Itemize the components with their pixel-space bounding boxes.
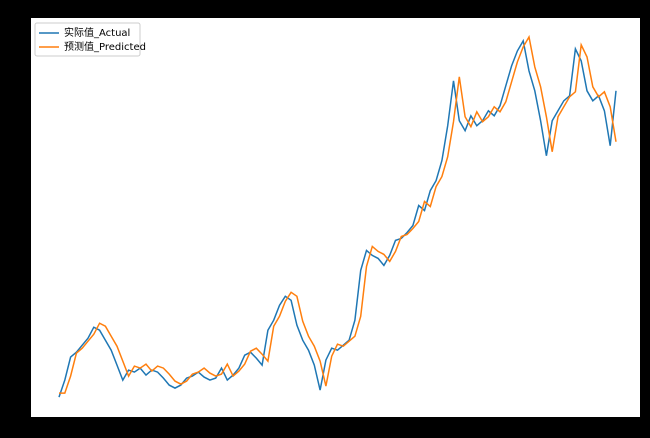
plot-area: [31, 18, 640, 417]
legend-label: 预测值_Predicted: [64, 40, 146, 53]
series-line: [59, 34, 617, 394]
legend-label: 实际值_Actual: [64, 26, 130, 39]
legend-box: [34, 22, 141, 57]
